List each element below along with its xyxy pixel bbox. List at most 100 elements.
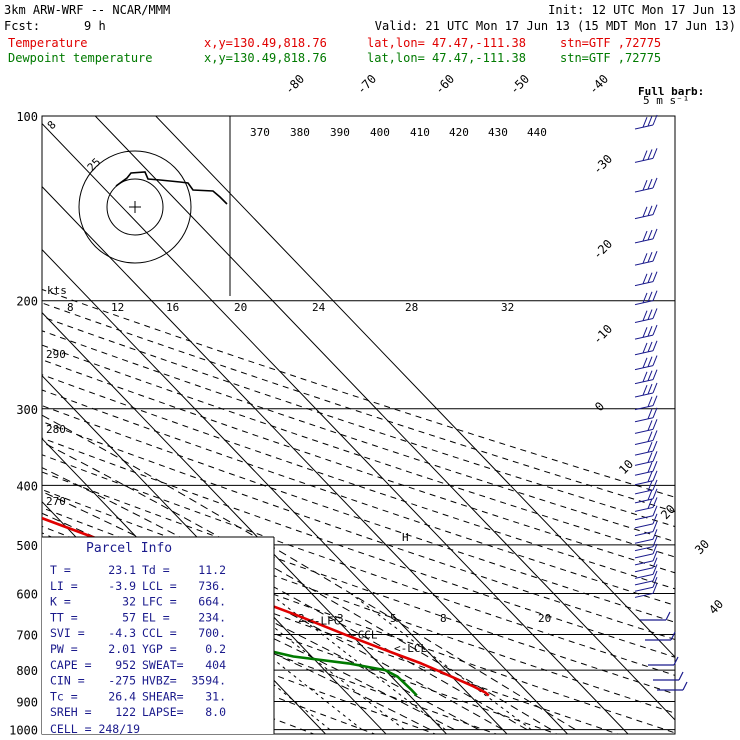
wind-barb-shaft	[634, 157, 654, 163]
wind-barb-flag	[652, 440, 658, 452]
dry-adiabat-line	[42, 454, 675, 676]
parcel-row-value: 664.	[198, 595, 226, 609]
valid-time: Valid: 21 UTC Mon 17 Jun 13 (15 MDT Mon …	[375, 19, 736, 33]
model-title: 3km ARW-WRF -- NCAR/MMM	[4, 3, 170, 17]
legend-dewpoint: Dewpoint temperature	[8, 51, 153, 65]
wind-barb-flag	[652, 543, 658, 555]
wind-barb-shaft	[634, 480, 654, 486]
wind-barb-flag	[652, 369, 658, 380]
level-marker-label: <-LCL	[394, 642, 427, 655]
wind-barb-shaft	[634, 567, 654, 573]
theta-label: 390	[330, 126, 350, 139]
isotherm-label: -60	[432, 72, 457, 97]
wind-barb-flag	[647, 149, 653, 160]
parcel-row-label: CCL =	[142, 626, 177, 640]
wind-barb-shaft	[634, 592, 654, 598]
wind-barb-icon	[634, 204, 658, 220]
wind-barb-icon	[648, 656, 679, 666]
wind-barb-flag	[652, 451, 658, 462]
isotherm-label: 10	[616, 457, 636, 477]
wind-barb-shaft	[634, 260, 654, 266]
wind-barb-flag	[652, 177, 658, 189]
wind-barb-flag	[652, 114, 658, 126]
wind-barb-icon	[634, 550, 658, 566]
parcel-row-label: SVI =	[50, 626, 85, 640]
parcel-row-value: -3.9	[108, 579, 136, 593]
wind-barb-flag	[647, 291, 653, 302]
isotherm-label: 40	[706, 597, 726, 617]
wind-barb-flag	[682, 681, 688, 691]
wind-barb-shaft	[634, 560, 654, 566]
wind-barb-shaft	[634, 124, 654, 130]
isotherm-line	[42, 248, 508, 734]
parcel-row-value: 2.01	[108, 642, 136, 656]
mixing-ratio-label: 2	[298, 612, 305, 625]
dry-adiabat-line	[42, 302, 675, 513]
wind-barb-shaft	[634, 281, 654, 287]
wind-barb-icon	[653, 671, 684, 681]
parcel-row-value: 23.1	[108, 563, 136, 577]
parcel-row-value: 404	[205, 658, 226, 672]
wind-barb-icon	[634, 557, 658, 573]
parcel-cell: CELL = 248/19	[50, 722, 140, 736]
wind-barb-shaft	[634, 553, 654, 559]
hodograph-speed-label: 20	[234, 301, 247, 314]
wind-barb-shaft	[634, 489, 654, 495]
pressure-tick-label: 1000	[9, 724, 38, 738]
wind-barb-flag	[642, 230, 648, 242]
wind-barb-flag	[652, 536, 658, 547]
wind-barb-shaft	[634, 538, 654, 544]
wind-barb-flag	[647, 205, 653, 216]
pressure-tick-label: 200	[16, 295, 38, 309]
wind-barb-shaft	[634, 506, 654, 512]
legend-temperature: Temperature	[8, 36, 87, 50]
isotherm-line	[42, 374, 387, 734]
wind-barb-icon	[657, 681, 688, 691]
wind-barb-flag	[647, 272, 653, 283]
wind-barb-flag	[652, 570, 658, 582]
wind-barb-flag	[652, 497, 658, 508]
init-time: Init: 12 UTC Mon 17 Jun 13	[548, 3, 736, 17]
wind-barb-flag	[647, 341, 653, 353]
parcel-row-value: 57	[122, 610, 136, 624]
wind-barb-flag	[647, 229, 653, 241]
wind-barb-shaft	[634, 531, 654, 537]
parcel-row-value: 736.	[198, 579, 226, 593]
wind-barb-icon	[634, 470, 658, 486]
parcel-marker: H	[402, 531, 409, 544]
parcel-row-label: T =	[50, 563, 71, 577]
dry-adiabat-line	[42, 471, 675, 695]
wind-barb-shaft	[634, 417, 654, 423]
isotherm-label: -50	[507, 72, 532, 97]
wind-barb-icon	[634, 271, 658, 287]
theta-label: 420	[449, 126, 469, 139]
dry-adiabat-line	[42, 288, 675, 498]
parcel-row-value: 234.	[198, 610, 226, 624]
wind-barb-shaft	[634, 573, 654, 579]
dry-adiabat-line	[42, 605, 377, 734]
wind-barb-flag	[647, 498, 653, 509]
moist-adiabat-line	[42, 467, 528, 731]
wind-barb-icon	[634, 513, 658, 529]
parcel-row-label: LI =	[50, 579, 78, 593]
wind-barb-shaft	[634, 392, 654, 398]
wind-barb-flag	[647, 115, 653, 127]
mixing-ratio-label: 20	[538, 612, 551, 625]
wind-barb-flag	[647, 452, 653, 463]
wind-barb-flag	[647, 326, 653, 337]
wind-barb-flag	[652, 521, 658, 532]
wind-barb-shaft	[634, 428, 654, 434]
dry-adiabat-line	[42, 344, 675, 558]
wind-barb-shaft	[634, 450, 654, 456]
parcel-row-value: 11.2	[198, 563, 226, 577]
pressure-tick-label: 300	[16, 403, 38, 417]
isotherm-line	[94, 116, 675, 721]
wind-barb-icon	[634, 407, 658, 423]
wind-barb-shaft	[634, 498, 654, 504]
wind-barb-flag	[647, 420, 653, 431]
wind-barb-flag	[647, 480, 653, 492]
hodograph-ring	[106, 178, 164, 236]
wind-barb-flag	[647, 309, 653, 320]
hodograph-ring-label: 8	[45, 118, 59, 132]
theta-label: 440	[527, 126, 547, 139]
